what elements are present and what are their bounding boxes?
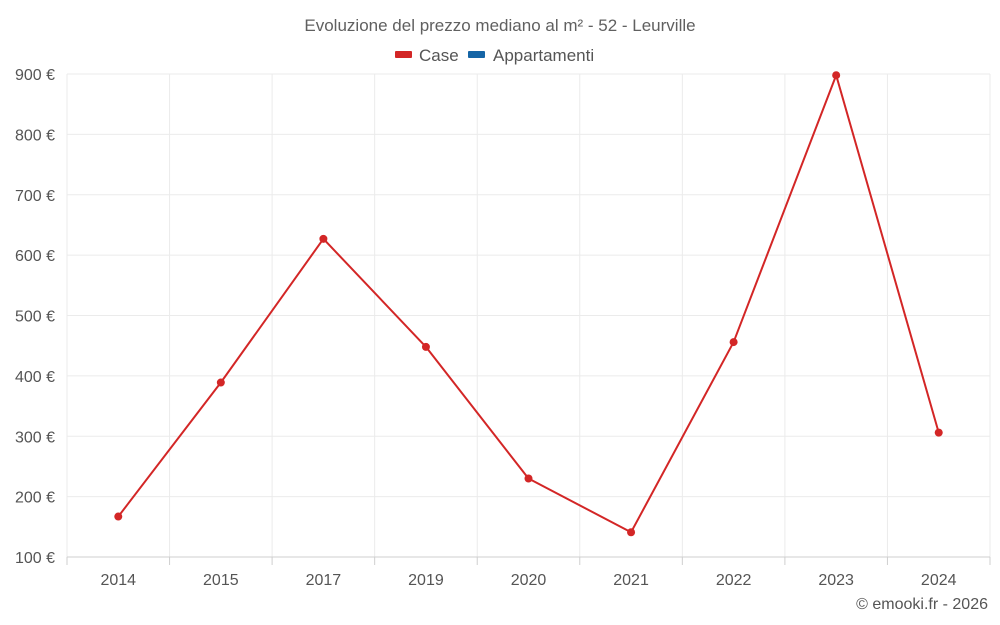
x-tick-label: 2022 [716,572,752,589]
y-tick-label: 900 € [15,67,55,84]
x-axis: 2014 2015 2017 2019 2020 2021 2022 2023 2024 [66,556,991,589]
x-tick-label: 2017 [306,572,342,589]
y-tick-label: 600 € [15,248,55,265]
data-point-case[interactable] [627,528,636,537]
legend-swatch-appartamenti [468,51,485,58]
y-tick-label: 300 € [15,429,55,446]
data-point-case[interactable] [421,342,430,351]
data-point-case[interactable] [319,234,328,243]
x-tick-label: 2015 [203,572,239,589]
y-tick-label: 500 € [15,309,55,326]
data-point-case[interactable] [114,512,123,521]
data-point-case[interactable] [832,71,841,80]
legend-item-case[interactable]: Case [395,46,459,65]
x-tick-label: 2024 [921,572,957,589]
data-point-case[interactable] [934,428,943,437]
x-tick-label: 2020 [511,572,547,589]
legend-swatch-case [395,51,412,58]
data-point-case[interactable] [524,474,533,483]
chart-title: Evoluzione del prezzo mediano al m² - 52… [304,16,695,35]
y-tick-label: 200 € [15,490,55,507]
x-tick-label: 2014 [100,572,136,589]
x-tick-label: 2023 [818,572,854,589]
legend-item-appartamenti[interactable]: Appartamenti [468,46,594,65]
series-case [114,71,943,537]
data-point-case[interactable] [729,338,738,347]
series-line-case [117,74,940,534]
y-tick-label: 800 € [15,127,55,144]
grid [66,73,991,557]
credit[interactable]: © emooki.fr - 2026 [856,596,988,613]
data-point-case[interactable] [216,378,225,387]
y-tick-label: 700 € [15,188,55,205]
y-tick-label: 100 € [15,550,55,567]
legend-label-case: Case [419,46,459,65]
x-tick-label: 2019 [408,572,444,589]
y-tick-label: 400 € [15,369,55,386]
x-tick-label: 2021 [613,572,649,589]
legend[interactable]: Case Appartamenti [395,46,594,65]
y-axis: 100 € 200 € 300 € 400 € 500 € 600 € 700 € 800 €… [15,67,55,567]
legend-label-appartamenti: Appartamenti [493,46,594,65]
